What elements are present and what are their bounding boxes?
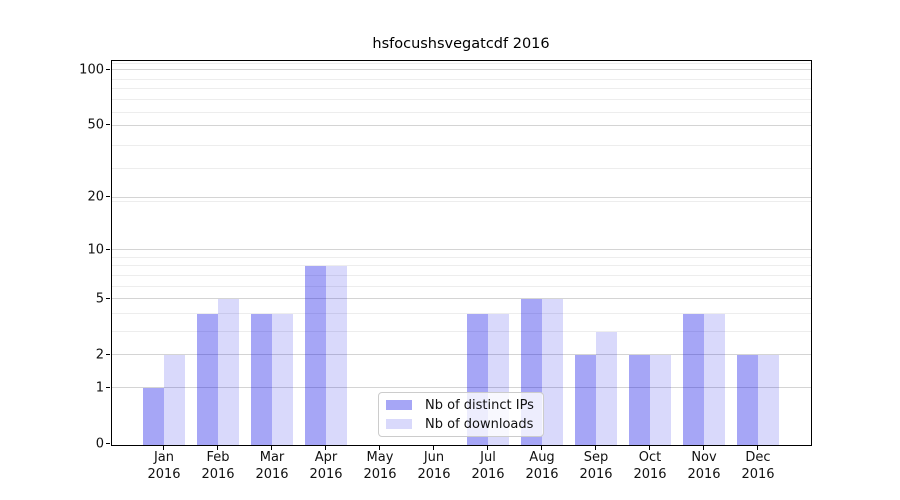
x-tick: [432, 446, 435, 451]
minor-gridline: [111, 78, 811, 80]
bar-downloads: [703, 314, 725, 445]
bar-downloads: [541, 299, 563, 445]
minor-gridline: [111, 265, 811, 267]
major-gridline: [111, 196, 811, 198]
major-gridline: [111, 354, 811, 356]
y-tick: [105, 124, 110, 126]
x-tick-label: Jul 2016: [471, 450, 505, 482]
x-tick: [540, 446, 543, 451]
y-tick: [105, 68, 110, 71]
x-tick: [648, 446, 651, 451]
bar-downloads: [757, 355, 779, 445]
x-tick: [378, 446, 381, 451]
legend: Nb of distinct IPs Nb of downloads: [378, 392, 544, 437]
x-tick-label: Feb 2016: [201, 450, 235, 482]
x-tick-label: May 2016: [363, 450, 397, 482]
y-tick-label: 50: [87, 117, 104, 133]
y-tick: [105, 297, 110, 299]
bar-downloads: [271, 314, 293, 445]
bar-downloads: [163, 355, 185, 445]
y-tick-label: 0: [95, 436, 104, 452]
minor-gridline: [111, 274, 811, 276]
x-tick: [594, 446, 597, 451]
bar-distinct-ips: [304, 266, 326, 445]
major-gridline: [111, 124, 811, 126]
minor-gridline: [111, 313, 811, 315]
y-tick: [105, 442, 110, 445]
y-tick: [105, 248, 110, 250]
bar-distinct-ips: [682, 314, 704, 445]
minor-gridline: [111, 62, 811, 64]
major-gridline: [111, 298, 811, 300]
bar-distinct-ips: [574, 355, 596, 445]
y-tick-label: 5: [95, 291, 104, 307]
x-tick: [756, 446, 759, 451]
bar-downloads: [649, 355, 671, 445]
legend-swatch-downloads-icon: [386, 419, 412, 429]
legend-swatch-distinct-ips-icon: [386, 400, 412, 410]
y-tick: [105, 353, 110, 356]
x-tick-label: Nov 2016: [687, 450, 721, 482]
x-tick-label: Apr 2016: [309, 450, 343, 482]
x-tick: [486, 446, 489, 451]
y-tick-label: 20: [87, 189, 104, 205]
bar-distinct-ips: [196, 314, 218, 445]
x-tick-label: Aug 2016: [525, 450, 559, 482]
y-tick-label: 10: [87, 242, 104, 258]
x-tick: [216, 446, 219, 451]
major-gridline: [111, 387, 811, 389]
x-tick-label: Jan 2016: [147, 450, 181, 482]
x-tick: [162, 446, 165, 451]
minor-gridline: [111, 331, 811, 333]
x-tick: [270, 446, 273, 451]
minor-gridline: [111, 111, 811, 113]
x-tick: [324, 446, 327, 451]
x-tick-label: Dec 2016: [741, 450, 775, 482]
legend-label-distinct-ips: Nb of distinct IPs: [425, 397, 534, 413]
minor-gridline: [111, 88, 811, 90]
bar-downloads: [595, 332, 617, 445]
bar-distinct-ips: [250, 314, 272, 445]
minor-gridline: [111, 144, 811, 146]
legend-label-downloads: Nb of downloads: [425, 416, 534, 432]
bar-distinct-ips: [628, 355, 650, 445]
minor-gridline: [111, 167, 811, 169]
x-tick-label: Mar 2016: [255, 450, 289, 482]
major-gridline: [111, 249, 811, 251]
x-tick-label: Oct 2016: [633, 450, 667, 482]
bar-downloads: [217, 299, 239, 445]
minor-gridline: [111, 256, 811, 258]
chart-title: hsfocushsvegatcdf 2016: [372, 36, 550, 52]
x-tick: [702, 446, 705, 451]
legend-item-distinct-ips: Nb of distinct IPs: [379, 398, 543, 413]
minor-gridline: [111, 200, 811, 202]
bar-distinct-ips: [736, 355, 758, 445]
y-tick: [105, 196, 110, 198]
bar-downloads: [325, 266, 347, 445]
x-tick-label: Sep 2016: [579, 450, 613, 482]
y-tick-label: 2: [95, 347, 104, 363]
x-tick-label: Jun 2016: [417, 450, 451, 482]
y-tick: [105, 386, 110, 388]
y-tick-label: 1: [95, 380, 104, 396]
bar-distinct-ips: [142, 388, 164, 445]
plot-area: [105, 59, 812, 451]
minor-gridline: [111, 285, 811, 287]
major-gridline: [111, 69, 811, 71]
y-tick-label: 100: [79, 62, 104, 78]
legend-item-downloads: Nb of downloads: [379, 417, 543, 432]
minor-gridline: [111, 99, 811, 101]
